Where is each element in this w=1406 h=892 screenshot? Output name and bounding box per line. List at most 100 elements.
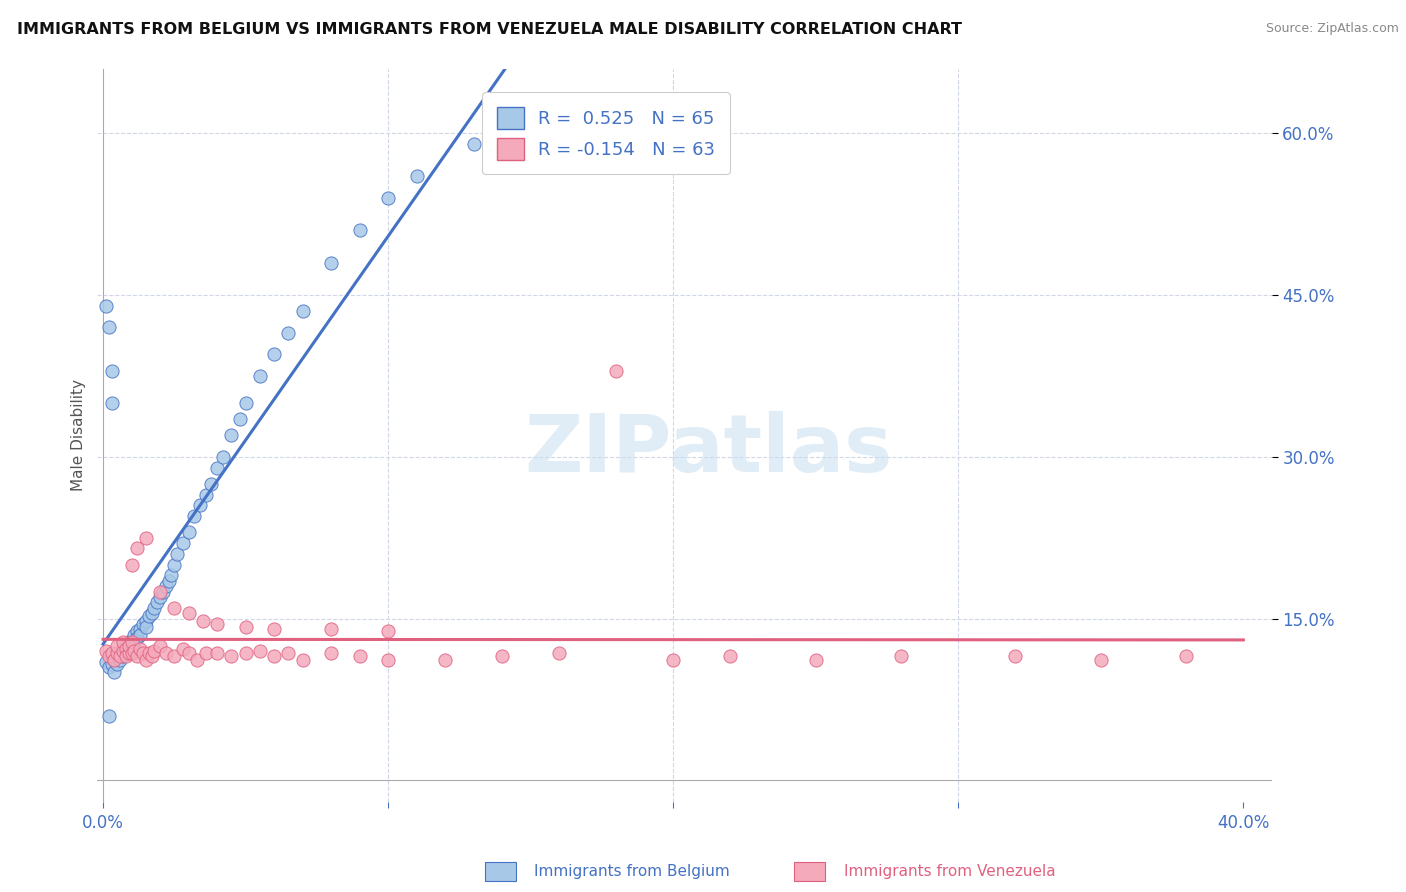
Point	[138, 646, 160, 660]
Point	[319, 646, 342, 660]
Point	[127, 631, 149, 645]
Point	[108, 649, 131, 664]
Point	[135, 614, 157, 628]
Point	[146, 595, 169, 609]
Point	[183, 509, 205, 524]
Point	[105, 639, 128, 653]
Point	[605, 363, 627, 377]
Point	[100, 396, 122, 410]
Point	[97, 660, 120, 674]
Point	[249, 644, 271, 658]
Point	[1090, 652, 1112, 666]
Legend: R =  0.525   N = 65, R = -0.154   N = 63: R = 0.525 N = 65, R = -0.154 N = 63	[482, 92, 730, 174]
Point	[149, 639, 172, 653]
Point	[111, 635, 134, 649]
Point	[191, 614, 214, 628]
Point	[160, 568, 183, 582]
Point	[149, 590, 172, 604]
Point	[129, 641, 152, 656]
Point	[121, 558, 143, 572]
Point	[100, 657, 122, 671]
Point	[163, 558, 186, 572]
Point	[277, 646, 299, 660]
Point	[124, 644, 146, 658]
Point	[319, 255, 342, 269]
Point	[263, 649, 285, 664]
Point	[115, 641, 138, 656]
Point	[94, 644, 117, 658]
Point	[349, 649, 371, 664]
Point	[105, 646, 128, 660]
Point	[118, 641, 141, 656]
Point	[115, 649, 138, 664]
Point	[291, 652, 314, 666]
Point	[194, 646, 217, 660]
Text: Immigrants from Venezuela: Immigrants from Venezuela	[844, 864, 1056, 879]
Point	[434, 652, 457, 666]
Point	[205, 646, 228, 660]
Point	[890, 649, 912, 664]
Point	[235, 396, 257, 410]
Point	[249, 368, 271, 383]
Point	[118, 646, 141, 660]
Point	[221, 428, 243, 442]
Point	[291, 304, 314, 318]
Point	[127, 624, 149, 639]
Point	[94, 655, 117, 669]
Point	[155, 579, 177, 593]
Point	[491, 649, 513, 664]
Point	[177, 646, 200, 660]
Point	[163, 600, 186, 615]
Point	[200, 476, 222, 491]
Point	[1175, 649, 1198, 664]
Point	[124, 635, 146, 649]
Point	[263, 347, 285, 361]
Point	[143, 644, 166, 658]
Point	[135, 652, 157, 666]
Point	[111, 644, 134, 658]
Point	[177, 606, 200, 620]
Point	[405, 169, 427, 184]
Point	[129, 628, 152, 642]
Point	[377, 652, 399, 666]
Point	[194, 487, 217, 501]
Text: IMMIGRANTS FROM BELGIUM VS IMMIGRANTS FROM VENEZUELA MALE DISABILITY CORRELATION: IMMIGRANTS FROM BELGIUM VS IMMIGRANTS FR…	[17, 22, 962, 37]
Point	[172, 641, 194, 656]
Point	[718, 649, 741, 664]
Point	[221, 649, 243, 664]
Point	[97, 708, 120, 723]
Point	[103, 652, 125, 666]
Point	[235, 620, 257, 634]
Point	[111, 641, 134, 656]
Point	[100, 363, 122, 377]
Point	[94, 299, 117, 313]
Point	[111, 649, 134, 664]
Point	[118, 635, 141, 649]
Text: ZIPatlas: ZIPatlas	[524, 411, 893, 489]
Point	[121, 639, 143, 653]
Point	[188, 498, 211, 512]
Point	[186, 652, 208, 666]
Y-axis label: Male Disability: Male Disability	[72, 379, 86, 491]
Point	[97, 649, 120, 664]
Point	[804, 652, 827, 666]
Text: Source: ZipAtlas.com: Source: ZipAtlas.com	[1265, 22, 1399, 36]
Point	[103, 652, 125, 666]
Point	[166, 547, 188, 561]
Point	[129, 623, 152, 637]
Point	[149, 584, 172, 599]
Point	[138, 609, 160, 624]
Point	[121, 646, 143, 660]
Point	[121, 633, 143, 648]
Point	[135, 531, 157, 545]
Point	[377, 624, 399, 639]
Point	[135, 620, 157, 634]
Point	[152, 584, 174, 599]
Point	[141, 606, 163, 620]
Point	[263, 623, 285, 637]
Point	[157, 574, 180, 588]
Point	[115, 646, 138, 660]
Point	[108, 652, 131, 666]
Point	[235, 646, 257, 660]
Point	[115, 639, 138, 653]
